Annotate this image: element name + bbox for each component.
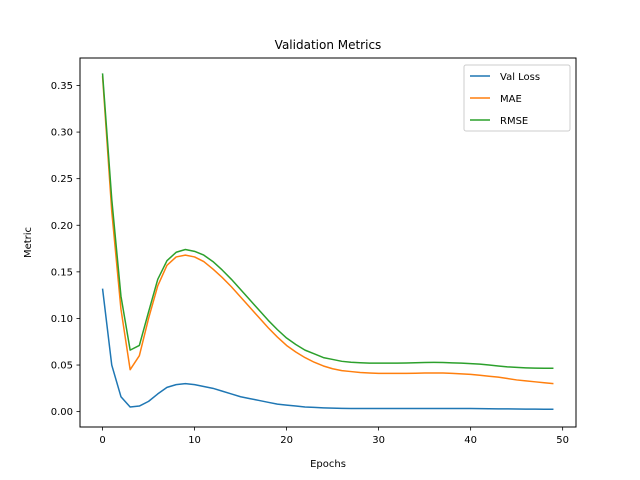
series-line-0 [101,288,554,410]
x-tick-label: 10 [188,435,201,446]
chart-title: Validation Metrics [275,38,382,52]
legend: Val Loss MAE RMSE [463,64,571,132]
y-tick-label: 0.25 [51,174,73,185]
legend-label: MAE [500,94,522,105]
x-tick-label: 40 [464,435,477,446]
legend-box [463,64,571,132]
x-tick-label: 20 [280,435,293,446]
x-axis: 0 10 20 30 40 50 [99,427,569,446]
y-tick-label: 0.00 [51,407,73,418]
plot-frame [79,57,577,428]
y-axis: 0.00 0.05 0.10 0.15 0.20 0.25 0.30 0.35 [51,81,80,418]
y-tick-label: 0.35 [51,81,73,92]
x-tick-label: 50 [556,435,569,446]
x-tick-label: 0 [99,435,105,446]
legend-label: Val Loss [500,72,540,83]
y-tick-label: 0.10 [51,314,73,325]
series-line-2 [101,73,554,370]
y-tick-label: 0.20 [51,221,73,232]
legend-label: RMSE [500,116,528,127]
series-layer [101,73,554,410]
x-tick-label: 30 [372,435,385,446]
y-axis-label: Metric [23,227,34,258]
y-tick-label: 0.05 [51,361,73,372]
y-tick-label: 0.15 [51,267,73,278]
y-tick-label: 0.30 [51,128,73,139]
plot-area [79,57,577,428]
series-line-1 [101,76,554,385]
x-axis-label: Epochs [310,459,346,470]
